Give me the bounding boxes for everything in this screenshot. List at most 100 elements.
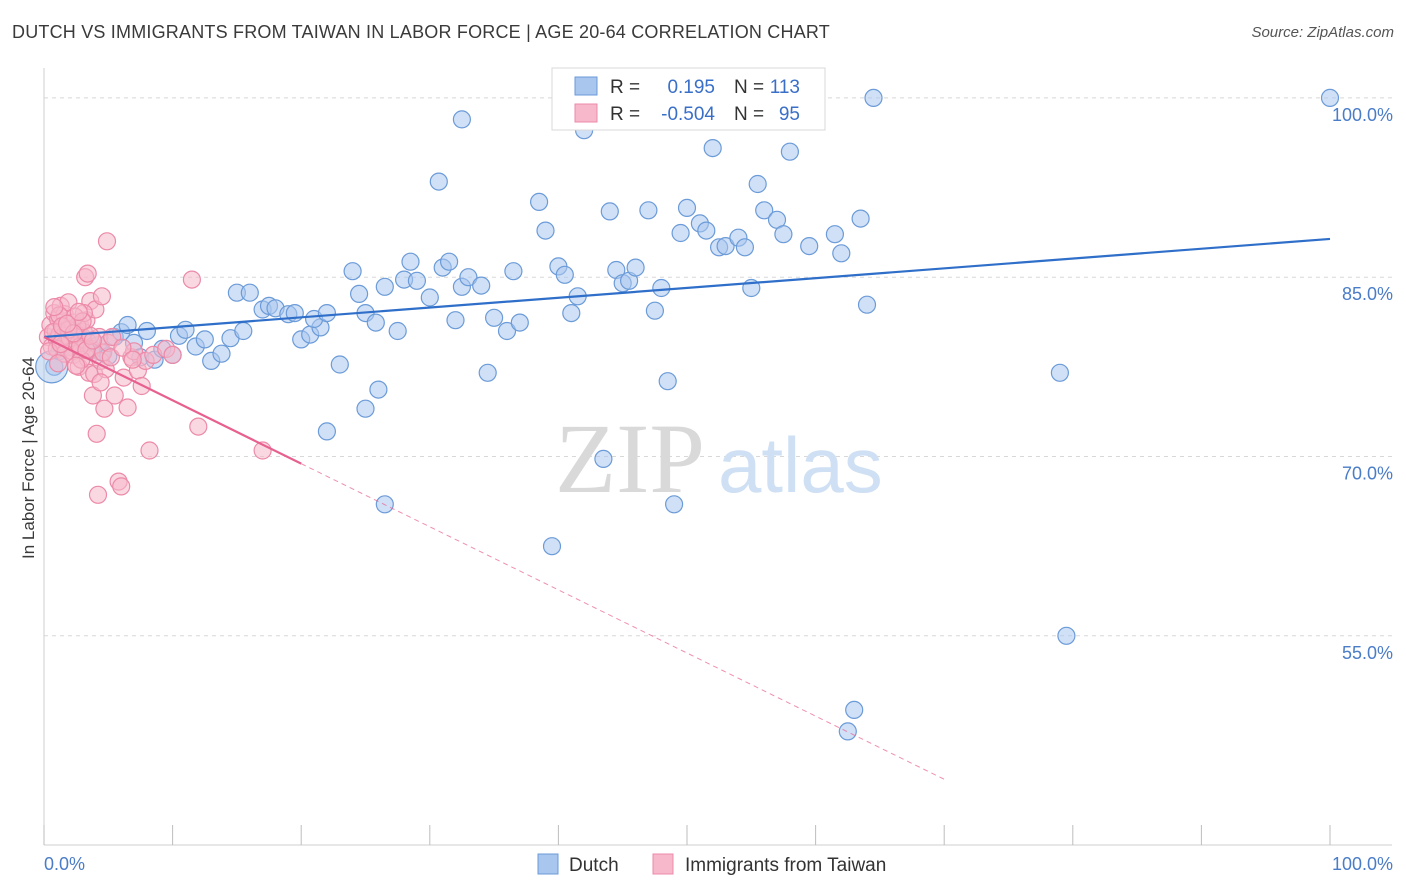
x-tick-label-max: 100.0% <box>1332 854 1393 874</box>
dutch-point <box>716 237 735 256</box>
taiwan-point <box>83 331 103 350</box>
legend-taiwan-r-value: -0.504 <box>661 104 715 125</box>
dutch-point <box>825 225 845 244</box>
dutch-point <box>845 700 864 720</box>
dutch-trend-line <box>43 237 1331 339</box>
axes <box>43 68 1392 846</box>
taiwan-point <box>48 354 68 373</box>
y-axis-label: In Labor Force | Age 20-64 <box>19 357 38 559</box>
taiwan-point <box>57 314 77 333</box>
dutch-point <box>375 277 394 296</box>
y-tick-label: 55.0% <box>1342 643 1393 663</box>
y-tick-label: 70.0% <box>1342 464 1393 484</box>
dutch-point <box>388 321 407 341</box>
taiwan-point <box>92 287 112 306</box>
bottom-legend-dutch-label: Dutch <box>569 855 619 876</box>
bottom-legend-taiwan-swatch <box>652 853 674 875</box>
dutch-point <box>401 252 420 271</box>
legend-box: R = 0.195 N = 113 R = -0.504 N = 95 <box>551 67 826 131</box>
legend-taiwan-r-label: R = <box>610 104 640 125</box>
dutch-point <box>240 283 259 302</box>
dutch-point <box>658 372 677 391</box>
bottom-legend-dutch-swatch <box>537 853 559 875</box>
dutch-point <box>504 262 523 281</box>
taiwan-point <box>88 485 108 504</box>
taiwan-point <box>78 264 97 283</box>
taiwan-point <box>112 477 131 496</box>
taiwan-point <box>189 417 208 436</box>
taiwan-point <box>163 345 182 364</box>
taiwan-point <box>45 298 64 317</box>
dutch-point <box>317 422 336 441</box>
dutch-point <box>735 238 755 257</box>
dutch-point <box>800 237 819 256</box>
dutch-point <box>459 268 478 287</box>
trend-lines <box>43 237 1331 780</box>
watermark-zip: ZIP <box>555 403 705 514</box>
dutch-point <box>645 301 665 320</box>
taiwan-point <box>118 398 137 417</box>
dutch-point <box>542 537 562 556</box>
dutch-point <box>137 321 156 341</box>
dutch-point <box>562 304 581 323</box>
chart-title: DUTCH VS IMMIGRANTS FROM TAIWAN IN LABOR… <box>12 22 830 42</box>
bottom-legend-taiwan-label: Immigrants from Taiwan <box>685 855 886 876</box>
dutch-point <box>594 449 613 468</box>
legend-taiwan-n-value: 95 <box>779 104 800 125</box>
legend-dutch-swatch <box>574 76 598 96</box>
dutch-point <box>838 722 857 741</box>
dutch-point <box>366 313 385 332</box>
dutch-point <box>1057 626 1076 645</box>
dutch-point <box>697 221 716 240</box>
taiwan-point <box>67 356 86 375</box>
taiwan-point <box>105 386 124 405</box>
dutch-point <box>857 295 877 314</box>
dutch-point <box>639 201 658 220</box>
dutch-point <box>780 142 800 161</box>
dutch-point <box>774 225 793 244</box>
dutch-point <box>356 399 375 418</box>
dutch-point <box>195 330 214 349</box>
dutch-point <box>864 88 883 108</box>
dutch-point <box>317 304 336 323</box>
dutch-point <box>652 278 671 298</box>
dutch-point <box>420 288 439 307</box>
x-tick-labels: 0.0% 100.0% <box>44 854 1393 874</box>
dutch-point <box>755 201 774 220</box>
dutch-point <box>234 321 253 341</box>
dutch-point <box>343 262 362 281</box>
legend-dutch-n-value: 113 <box>770 77 800 98</box>
x-tick-label-min: 0.0% <box>44 854 85 874</box>
dutch-point <box>212 344 231 363</box>
legend-dutch-n-label: N = <box>734 77 764 98</box>
y-tick-label: 85.0% <box>1342 284 1393 304</box>
y-tick-label: 100.0% <box>1332 105 1393 125</box>
dutch-point <box>440 252 459 271</box>
dutch-point <box>1320 88 1340 108</box>
dutch-point <box>703 139 722 158</box>
taiwan-point <box>113 338 132 357</box>
dutch-point <box>536 221 555 240</box>
dutch-point <box>452 110 471 129</box>
dutch-point <box>748 174 767 194</box>
legend-dutch-r-value: 0.195 <box>667 77 715 98</box>
dutch-point <box>497 321 517 341</box>
taiwan-point <box>69 302 88 321</box>
taiwan-point <box>91 373 110 392</box>
dutch-point <box>369 380 388 399</box>
taiwan-point <box>182 270 201 289</box>
dutch-point <box>626 258 645 277</box>
gridlines <box>44 97 1392 637</box>
taiwan-point <box>87 424 106 443</box>
dutch-point <box>350 284 369 303</box>
taiwan-trend-extension <box>300 463 945 780</box>
dutch-point <box>478 363 497 382</box>
source-label: Source: ZipAtlas.com <box>1251 24 1394 41</box>
dutch-point <box>446 311 465 330</box>
dutch-point <box>176 320 195 339</box>
dutch-point <box>851 209 870 228</box>
y-tick-labels: 55.0% 70.0% 85.0% 100.0% <box>1332 105 1393 663</box>
dutch-point <box>664 495 684 514</box>
taiwan-point <box>123 350 142 369</box>
